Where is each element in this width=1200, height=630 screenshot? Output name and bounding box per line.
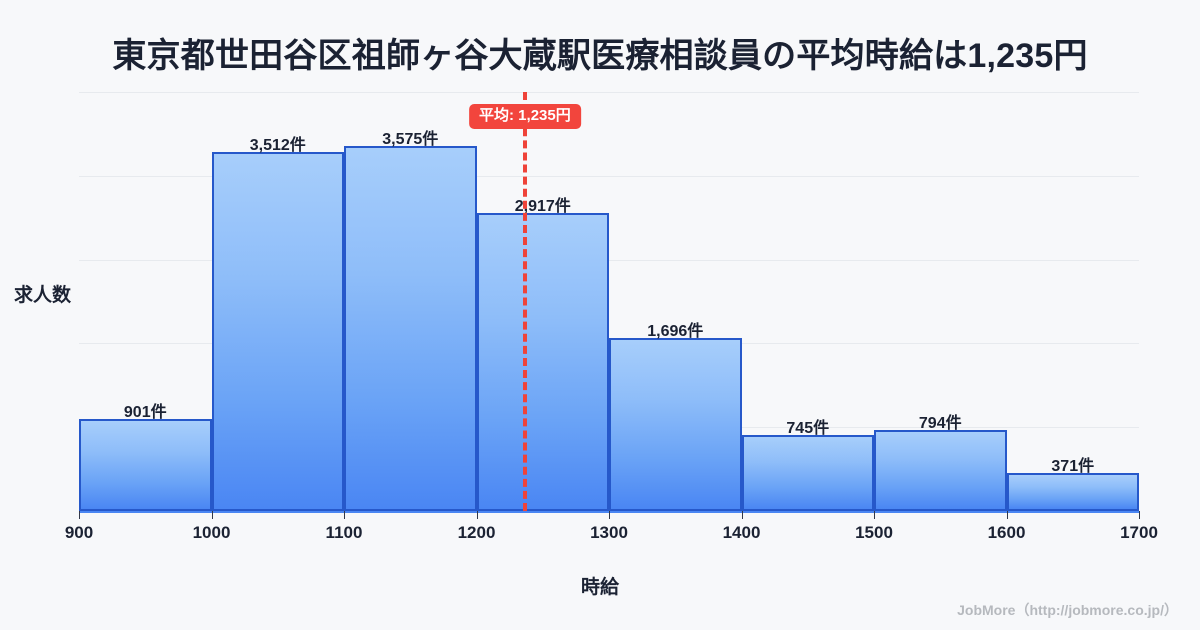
bar[interactable] (609, 337, 742, 511)
bar-value-label: 745件 (786, 419, 830, 437)
bar-value-label: 371件 (1051, 458, 1095, 476)
bar[interactable] (211, 152, 344, 511)
x-axis-tick-label: 1600 (987, 523, 1026, 542)
x-axis-tick (874, 511, 875, 519)
x-axis-tick (1139, 511, 1140, 519)
bar-value-label: 3,512件 (249, 137, 306, 155)
x-axis-tick (1006, 511, 1008, 519)
x-axis-tick-label: 1500 (855, 523, 893, 542)
bar[interactable] (741, 434, 874, 511)
bar[interactable] (874, 429, 1007, 511)
bar[interactable] (79, 418, 212, 511)
x-axis-tick-label: 1300 (590, 523, 628, 542)
bar-value-label: 3,575件 (382, 130, 439, 148)
x-axis-tick-label: 1000 (192, 523, 231, 542)
average-dashed-line (522, 92, 527, 511)
bar[interactable] (476, 212, 609, 511)
y-axis-title: 求人数 (14, 285, 72, 306)
gridline (79, 92, 1139, 93)
x-axis-tick-label: 900 (64, 523, 94, 542)
x-axis-title: 時給 (580, 577, 619, 598)
x-axis-tick-label: 1700 (1120, 523, 1158, 542)
x-axis-tick (476, 511, 478, 519)
gridline (79, 259, 1139, 261)
bar-value-label: 2,917件 (514, 197, 571, 215)
average-value-badge: 平均: 1,235円 (469, 104, 581, 129)
x-axis-tick (344, 511, 345, 519)
bar-value-label: 901件 (123, 403, 167, 421)
footer-credit: JobMore（http://jobmore.co.jp/） (957, 602, 1178, 618)
x-axis-tick-label: 1200 (457, 523, 496, 542)
x-axis-tick-label: 1400 (722, 523, 761, 542)
bar-value-label: 794件 (918, 414, 962, 432)
bar-value-label: 1,696件 (647, 322, 704, 340)
chart-title: 東京都世田谷区祖師ヶ谷大蔵駅医療相談員の平均時給は1,235円 (112, 37, 1088, 75)
bar[interactable] (1006, 473, 1139, 511)
x-axis: 900 1000 1100 1200 1300 1400 1500 1600 1700 (65, 511, 1158, 542)
x-axis-tick (741, 511, 743, 519)
x-axis-tick-label: 1100 (325, 523, 363, 542)
x-axis-tick (609, 511, 610, 519)
x-axis-tick (79, 511, 80, 519)
bar-series: 901件 3,512件 3,575件 2,917件 1,696件 745件 794件 371件 (79, 92, 1139, 511)
x-axis-tick (211, 511, 213, 519)
gridline (79, 175, 1139, 177)
bar[interactable] (344, 145, 477, 511)
plot-area: 901件 3,512件 3,575件 2,917件 1,696件 745件 794件 371件 (79, 92, 1139, 511)
